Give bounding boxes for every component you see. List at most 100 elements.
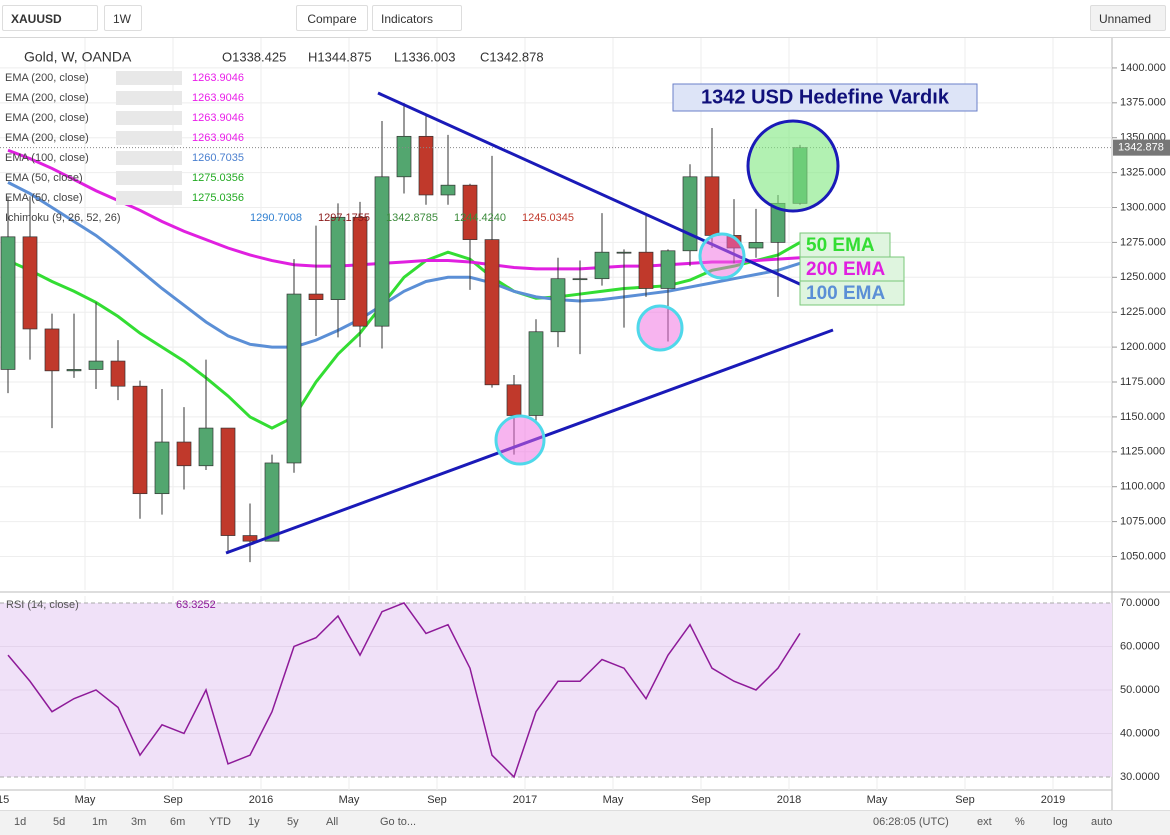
candle-body <box>0 236 16 370</box>
last-price-label: 1342.878 <box>1118 142 1164 154</box>
candle-body <box>176 441 192 467</box>
legend-value: 1245.0345 <box>522 212 574 224</box>
chart: 2015 May Sep 2016 May Sep 2017 May Sep 2018 May Sep… <box>0 38 1170 810</box>
x-tick-label: Sep <box>163 794 183 806</box>
legend-name: EMA (200, close) <box>5 72 89 84</box>
legend-value: 1263.9046 <box>192 92 244 104</box>
layout-button[interactable]: Unnamed <box>1090 5 1166 31</box>
scale-option[interactable]: auto <box>1091 816 1113 828</box>
legend-value: 1290.7008 <box>250 212 302 224</box>
candle-body <box>374 176 390 327</box>
candle-body <box>352 216 368 327</box>
legend-name: EMA (50, close) <box>5 192 83 204</box>
candle-body <box>22 236 38 330</box>
candle-body <box>462 184 478 240</box>
series-label: 100 EMA <box>806 283 885 304</box>
x-tick-label: May <box>867 794 888 806</box>
goto-button[interactable]: Go to... <box>380 816 417 828</box>
y-tick-label: 1125.000 <box>1120 446 1165 458</box>
x-tick-label: 2017 <box>513 794 537 806</box>
legend-icons <box>116 71 182 85</box>
x-tick-label: Sep <box>955 794 975 806</box>
candle-body <box>88 360 104 370</box>
x-tick-label: 2019 <box>1041 794 1065 806</box>
scale-option[interactable]: log <box>1053 816 1068 828</box>
range-button[interactable]: 1d <box>14 816 27 828</box>
symbol-box[interactable]: XAUUSD <box>2 5 98 31</box>
candle-body <box>748 242 764 249</box>
y-tick-label: 1200.000 <box>1120 341 1166 353</box>
range-button[interactable]: 1y <box>248 816 260 828</box>
x-tick-label: May <box>603 794 624 806</box>
candle-body <box>242 535 258 542</box>
y-tick-label: 1100.000 <box>1120 481 1165 493</box>
ohlc-label: H1344.875 <box>308 49 372 64</box>
toolbar: XAUUSD 1W Compare Indicators Unnamed <box>0 0 1170 38</box>
interval-button[interactable]: 1W <box>104 5 142 31</box>
y-tick-label: 1300.000 <box>1120 201 1166 213</box>
candle-body <box>506 384 522 416</box>
candle-body <box>616 251 632 254</box>
y-tick-label: 1050.000 <box>1120 550 1166 562</box>
candle-body <box>264 462 280 542</box>
range-button[interactable]: YTD <box>209 816 231 828</box>
range-button[interactable]: 5d <box>53 816 66 828</box>
candle-body <box>704 176 720 236</box>
candle-body <box>286 293 302 464</box>
indicators-button[interactable]: Indicators <box>372 5 462 31</box>
legend-value: 1263.9046 <box>192 112 244 124</box>
legend-name: EMA (50, close) <box>5 172 83 184</box>
y-tick-label: 50.0000 <box>1120 684 1160 696</box>
x-tick-label: 2018 <box>777 794 801 806</box>
range-button[interactable]: 6m <box>170 816 186 828</box>
legend-value: 1263.9046 <box>192 132 244 144</box>
rsi-last-value: 63.3252 <box>176 599 216 611</box>
candle-body <box>198 427 214 467</box>
legend-name: EMA (200, close) <box>5 92 89 104</box>
candle-body <box>220 427 236 536</box>
x-tick-label: Sep <box>427 794 447 806</box>
legend-value: 1297.1755 <box>318 212 370 224</box>
legend-name: EMA (200, close) <box>5 112 89 124</box>
candle-body <box>154 441 170 495</box>
y-tick-label: 1075.000 <box>1120 516 1166 528</box>
candle-body <box>594 251 610 280</box>
x-tick-label: 2016 <box>249 794 273 806</box>
legend-value: 1263.9046 <box>192 72 244 84</box>
candle-body <box>528 331 544 416</box>
legend-icons <box>116 151 182 165</box>
candle-body <box>484 239 500 386</box>
scale-option[interactable]: % <box>1015 816 1025 828</box>
candle-body <box>66 369 82 372</box>
range-button[interactable]: All <box>326 816 339 828</box>
compare-button[interactable]: Compare <box>296 5 368 31</box>
y-tick-label: 40.0000 <box>1120 727 1160 739</box>
range-button[interactable]: 5y <box>287 816 299 828</box>
ohlc-label: L1336.003 <box>394 49 455 64</box>
annotation: 1342 USD Hedefine Vardık <box>701 86 950 108</box>
legend-value: 1275.0356 <box>192 172 244 184</box>
legend-icons <box>116 171 182 185</box>
series-label: 200 EMA <box>806 259 885 280</box>
legend-value: 1275.0356 <box>192 192 244 204</box>
candle-body <box>308 293 324 300</box>
candle-body <box>330 216 346 300</box>
scale-option[interactable]: ext <box>977 816 992 828</box>
candle-body <box>396 135 412 178</box>
y-tick-label: 1375.000 <box>1120 97 1166 109</box>
legend-icons <box>116 111 182 125</box>
drawings <box>225 83 978 555</box>
y-tick-label: 1325.000 <box>1120 167 1166 179</box>
ohlc-label: O1338.425 <box>222 49 286 64</box>
range-button[interactable]: 1m <box>92 816 108 828</box>
legend-value: 1260.7035 <box>192 152 244 164</box>
candle-body <box>132 385 148 495</box>
candle-body <box>550 278 566 333</box>
range-button[interactable]: 3m <box>131 816 147 828</box>
y-tick-label: 1225.000 <box>1120 306 1166 318</box>
y-tick-label: 30.0000 <box>1120 771 1160 783</box>
x-tick-label: Sep <box>691 794 711 806</box>
clock: 06:28:05 (UTC) <box>873 816 949 828</box>
y-tick-label: 1175.000 <box>1120 376 1165 388</box>
